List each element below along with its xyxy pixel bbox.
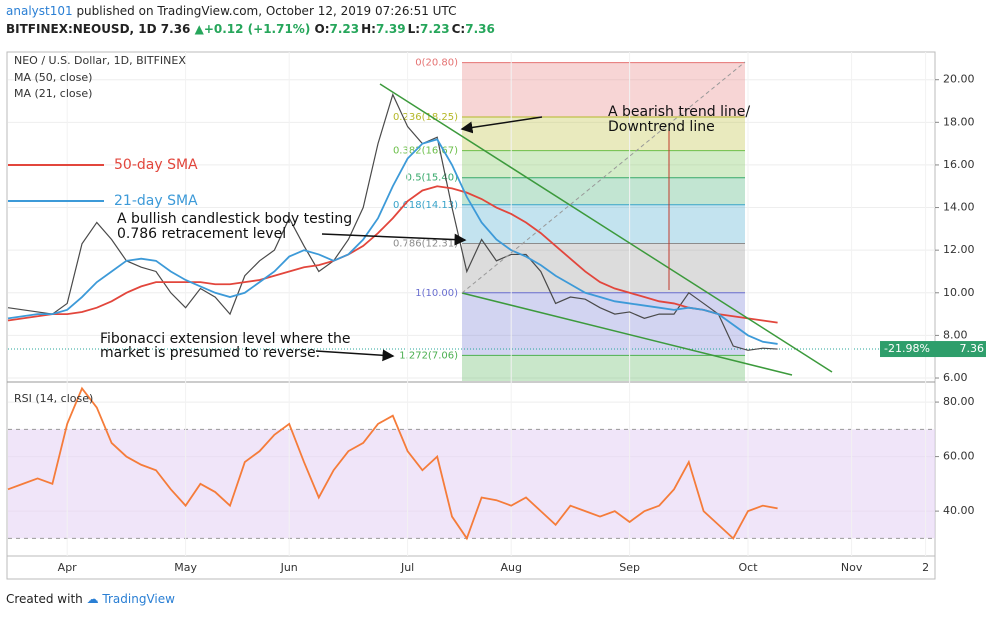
fib-label: 0.382(16.67): [393, 146, 458, 157]
fib-label: 1.272(7.06): [399, 350, 458, 361]
fib-zone: [462, 62, 745, 117]
ohlc-value: 7.23: [329, 22, 360, 36]
published: published on TradingView.com, October 12…: [76, 4, 457, 18]
fib-zone: [462, 204, 745, 244]
fib-zone: [462, 177, 745, 205]
author[interactable]: analyst101: [6, 4, 73, 18]
footer: Created with ☁ TradingView: [6, 592, 175, 606]
series-line: [7, 386, 778, 541]
chart-title: NEO / U.S. Dollar, 1D, BITFINEX: [14, 54, 186, 67]
x-tick-label: Aug: [500, 561, 521, 574]
indicator: MA (50, close): [14, 71, 92, 84]
price-tag-bg: [880, 341, 986, 358]
y-tick-label: 12.00: [943, 243, 975, 256]
downtrend-line: [379, 83, 833, 373]
y-tick-label: 60.00: [943, 450, 975, 463]
ohlc-label: O:: [314, 22, 330, 36]
chart-title: RSI (14, close): [14, 392, 93, 405]
series-line: [7, 138, 778, 345]
fib-label: 0.618(14.13): [393, 200, 458, 211]
ohlc-value: 7.36: [465, 22, 495, 36]
x-tick-label: Sep: [619, 561, 640, 574]
y-tick-label: 80.00: [943, 395, 975, 408]
y-tick-label: 6.00: [943, 371, 968, 384]
rsi-band: [8, 429, 935, 539]
header-line: analyst101 published on TradingView.com,…: [6, 4, 456, 18]
ohlc-label: C:: [451, 22, 466, 36]
x-tick-label: Apr: [58, 561, 78, 574]
y-tick-label: 14.00: [943, 201, 975, 214]
series-line: [7, 185, 778, 324]
annotation: A bearish trend line/: [608, 104, 750, 120]
series-line: [7, 92, 778, 351]
x-tick-label: Jun: [280, 561, 298, 574]
y-tick-label: 18.00: [943, 115, 975, 128]
y-tick-label: 20.00: [943, 73, 975, 86]
fib-label: 0.236(18.25): [393, 112, 458, 123]
y-tick-label: 10.00: [943, 286, 975, 299]
x-tick-label: Nov: [841, 561, 863, 574]
fib-label: 0.5(15.40): [406, 173, 458, 184]
x-tick-label: May: [174, 561, 197, 574]
symbol-line: BITFINEX:NEOUSD, 1D 7.36 ▲+0.12 (+1.71%)…: [6, 22, 497, 36]
fib-zone: [462, 355, 745, 381]
symbol: BITFINEX:NEOUSD, 1D: [6, 22, 157, 36]
x-tick-label: Oct: [738, 561, 758, 574]
ohlc: O:7.23 H:7.39 L:7.23 C:7.36: [315, 22, 497, 36]
indicator: MA (21, close): [14, 87, 92, 100]
legend-label: 21-day SMA: [114, 193, 198, 209]
annotation: market is presumed to reverse.: [100, 345, 320, 361]
change: +0.12 (+1.71%): [203, 22, 311, 36]
arrow: [315, 349, 395, 362]
legend-label: 50-day SMA: [114, 157, 198, 173]
annotation: A bullish candlestick body testing: [117, 211, 352, 227]
y-tick-label: 16.00: [943, 158, 975, 171]
arrow: [321, 233, 467, 246]
y-tick-label: 40.00: [943, 504, 975, 517]
fib-label: 0(20.80): [415, 58, 458, 69]
brand-name: TradingView: [102, 592, 175, 606]
support-line: [461, 292, 793, 376]
x-tick-label: Jul: [400, 561, 414, 574]
arrow: [460, 116, 543, 134]
annotation: 0.786 retracement level: [117, 226, 286, 242]
brand[interactable]: ☁ TradingView: [86, 592, 175, 606]
ohlc-value: 7.23: [420, 22, 450, 36]
chart: 0(20.80) 0.236(18.25) 0.382(16.67) 0.5(15.4…: [6, 51, 986, 580]
ohlc-value: 7.39: [375, 22, 406, 36]
created: Created with: [6, 592, 83, 606]
fib-zone: [462, 150, 745, 178]
fib-zone: [462, 243, 745, 293]
last: 7.36: [160, 22, 191, 36]
last-price: 7.36: [960, 342, 985, 355]
y-tick-label: 8.00: [943, 328, 968, 341]
ohlc-label: L:: [407, 22, 421, 36]
fib-label: 1(10.00): [415, 288, 458, 299]
fib-diagonal: [461, 61, 746, 294]
annotation: Downtrend line: [608, 119, 715, 135]
x-tick-label: 2: [922, 561, 929, 574]
ohlc-label: H:: [361, 22, 376, 36]
annotation: Fibonacci extension level where the: [100, 331, 350, 347]
price-tag: -21.98%: [884, 342, 930, 355]
fib-zone: [462, 292, 745, 356]
fib-label: 0.786(12.31): [393, 239, 458, 250]
